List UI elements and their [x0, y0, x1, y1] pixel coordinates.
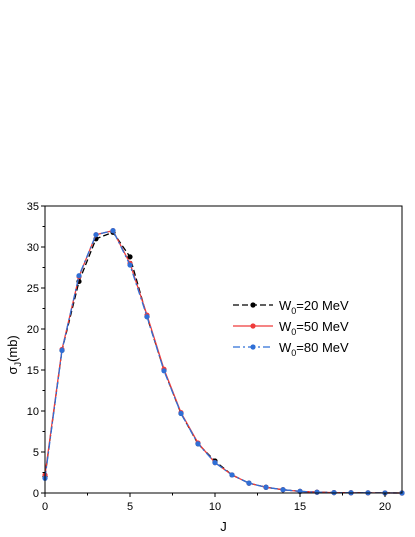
y-axis-title-tail: (mb): [5, 335, 20, 362]
y-tick-label: 30: [27, 242, 39, 254]
legend-label-0-sub: 0: [291, 306, 296, 316]
y-axis-title: σJ(mb): [5, 335, 23, 374]
series-line-2: [44, 229, 403, 494]
x-tick-label: 0: [42, 501, 48, 513]
legend-label-1-base: W: [279, 319, 292, 334]
data-point-s2-14: [280, 487, 286, 493]
y-tick-label: 20: [27, 324, 39, 336]
legend-marker-0: [250, 302, 256, 308]
data-point-s2-3: [93, 232, 99, 238]
data-point-s2-5: [127, 262, 133, 268]
data-point-s2-7: [161, 368, 167, 374]
legend-label-2-base: W: [279, 340, 292, 355]
data-point-s2-10: [212, 460, 218, 466]
legend-label-0: W0=20 MeV: [279, 298, 349, 316]
data-point-s2-12: [246, 480, 252, 486]
data-point-s2-4: [110, 228, 116, 234]
legend-marker-1: [250, 323, 256, 329]
legend-label-2: W0=80 MeV: [279, 340, 349, 358]
data-point-s2-13: [263, 484, 269, 490]
data-point-s2-9: [195, 441, 201, 447]
y-tick-label: 25: [27, 283, 39, 295]
x-tick-label: 15: [294, 501, 306, 513]
legend-label-1-tail: =50 MeV: [296, 319, 349, 334]
data-point-s2-1: [59, 347, 65, 353]
legend-marker-2: [250, 344, 256, 350]
legend-label-1-sub: 0: [291, 327, 296, 337]
x-tick-label: 10: [209, 501, 221, 513]
y-axis-title-sub: J: [13, 362, 23, 367]
legend-label-1: W0=50 MeV: [279, 319, 349, 337]
data-point-s2-11: [229, 472, 235, 478]
legend-label-0-base: W: [279, 298, 292, 313]
data-point-s2-6: [144, 314, 150, 320]
x-axis-title: J: [220, 519, 227, 534]
x-tick-label: 5: [127, 501, 133, 513]
legend-label-2-tail: =80 MeV: [296, 340, 349, 355]
data-point-s2-2: [76, 273, 82, 279]
y-tick-label: 0: [33, 488, 39, 500]
y-tick-label: 35: [27, 201, 39, 213]
data-point-s0-5: [127, 254, 133, 260]
data-point-s2-8: [178, 410, 184, 417]
x-tick-label: 20: [379, 501, 391, 513]
y-tick-label: 10: [27, 406, 39, 418]
legend-label-0-tail: =20 MeV: [296, 298, 349, 313]
y-tick-label: 5: [33, 447, 39, 459]
y-axis-title-base: σ: [5, 366, 20, 374]
y-tick-label: 15: [27, 365, 39, 377]
data-point-s2-16: [314, 489, 320, 495]
legend-label-2-sub: 0: [291, 348, 296, 358]
